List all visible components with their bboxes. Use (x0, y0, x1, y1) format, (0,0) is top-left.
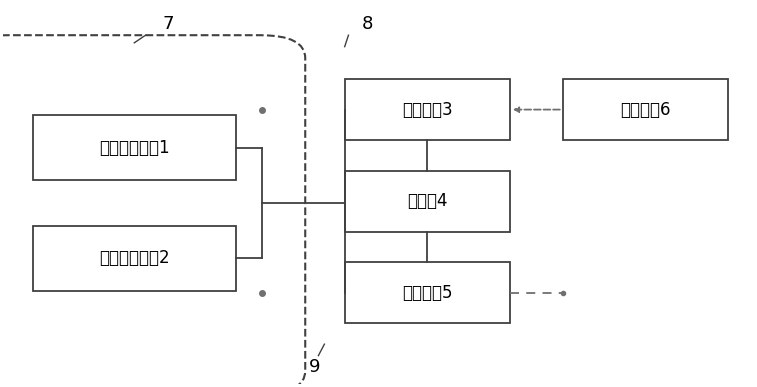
Bar (33, 226, 235, 291)
Text: 压力检测装置1: 压力检测装置1 (99, 139, 170, 157)
Bar (344, 262, 510, 323)
Text: 泄压装置5: 泄压装置5 (402, 284, 453, 302)
Text: 7: 7 (162, 15, 174, 33)
Text: 供气装置6: 供气装置6 (620, 101, 671, 118)
Bar (344, 79, 510, 140)
Text: 8: 8 (362, 15, 373, 33)
FancyBboxPatch shape (0, 35, 305, 387)
Text: 减压装置3: 减压装置3 (402, 101, 453, 118)
Bar (33, 115, 235, 180)
Text: 9: 9 (309, 358, 320, 376)
Bar (344, 171, 510, 232)
Text: 控制器4: 控制器4 (407, 192, 447, 210)
Text: 物位检测装置2: 物位检测装置2 (99, 249, 170, 267)
Bar (562, 79, 728, 140)
